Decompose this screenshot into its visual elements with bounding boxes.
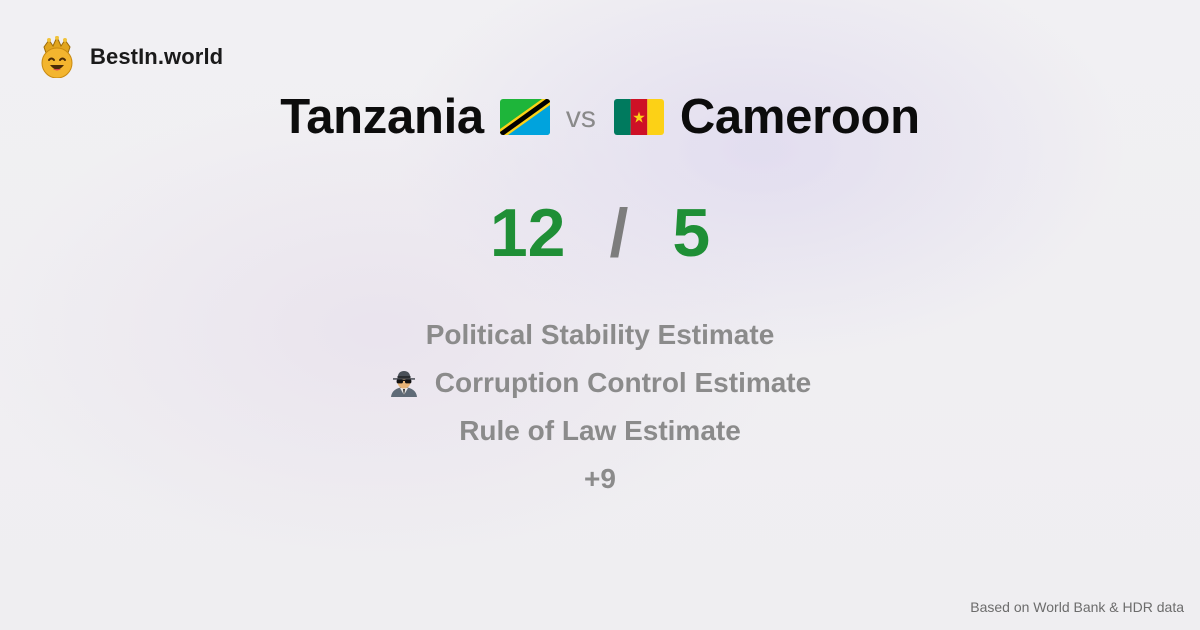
- feature-item: Rule of Law Estimate: [0, 407, 1200, 455]
- feature-item: Political Stability Estimate: [0, 311, 1200, 359]
- feature-label: Rule of Law Estimate: [459, 415, 741, 446]
- brand-name[interactable]: BestIn.world: [90, 44, 224, 69]
- score-right: 5: [672, 195, 711, 271]
- more-features-count: +9: [0, 455, 1200, 503]
- cameroon-flag-icon: [613, 99, 664, 135]
- tanzania-flag-icon: [499, 99, 550, 135]
- brand-header: BestIn.world: [38, 36, 223, 78]
- feature-label: Political Stability Estimate: [425, 319, 775, 350]
- data-source-note: Based on World Bank & HDR data: [970, 599, 1184, 615]
- country-a-name: Tanzania: [280, 90, 484, 144]
- comparison-title: Tanzania vs Cameroon: [0, 85, 1200, 149]
- feature-label: Corruption Control Estimate: [434, 367, 812, 398]
- feature-item: Corruption Control Estimate: [0, 359, 1200, 407]
- more-count-label: +9: [584, 463, 616, 494]
- vs-label: vs: [565, 101, 596, 134]
- score-separator: /: [609, 195, 629, 271]
- spy-icon: [390, 371, 417, 397]
- crown-emoji-face-icon: [41, 36, 73, 78]
- score-left: 12: [489, 195, 566, 271]
- feature-list: Political Stability Estimate Corruption …: [0, 311, 1200, 503]
- score-display: 12 / 5: [0, 190, 1200, 276]
- country-b-name: Cameroon: [679, 90, 920, 144]
